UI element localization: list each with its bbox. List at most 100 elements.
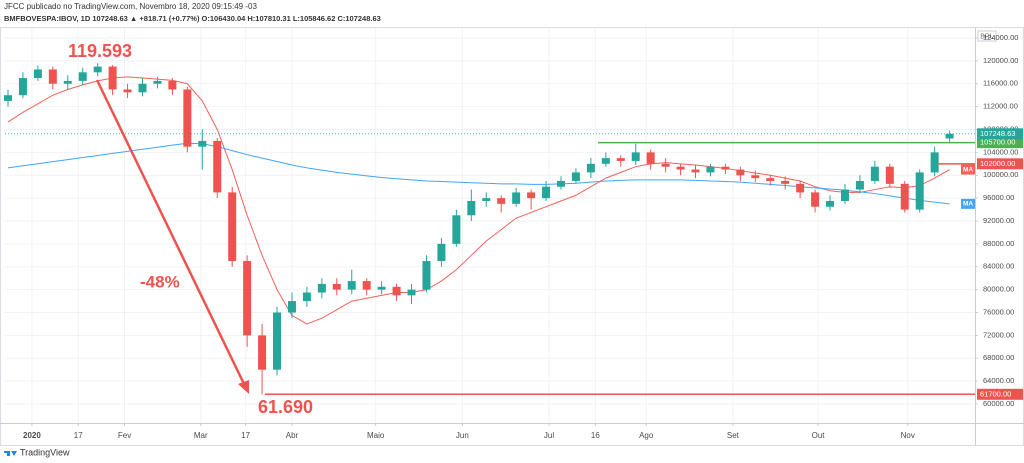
level-label-box [977,388,1023,400]
candle-body [601,158,610,164]
level-label: 61700.00 [980,389,1011,398]
annotation: 61.690 [258,397,313,417]
last-price-label: 107248.63 [980,129,1015,138]
y-tick-label: 76000.00 [983,307,1014,316]
candle-body [18,78,27,96]
candle-body [527,192,536,199]
candle-body [542,186,551,199]
candle-body [422,261,431,290]
candle-body [198,140,207,147]
x-tick-label: Jul [544,431,554,440]
candle-body [228,192,237,262]
y-tick-label: 116000.00 [983,79,1018,88]
x-tick-label: Nov [901,431,915,440]
candle-body [885,166,894,184]
plot [3,63,975,395]
candle-body [258,335,267,370]
x-tick-label: Out [812,431,826,440]
candle-body [661,163,670,167]
candle-body [407,289,416,296]
ma-tag-box [961,198,975,209]
candle-body [123,89,132,93]
y-tick-label: 64000.00 [983,376,1014,385]
x-tick-label: 2020 [23,431,41,440]
x-tick-label: Mar [194,431,208,440]
candle-body [377,286,386,290]
y-tick-label: 84000.00 [983,262,1014,271]
publisher: JFCC publicado no TradingView.com, Novem… [4,2,257,11]
y-tick-label: 104000.00 [983,147,1018,156]
candle-body [108,66,117,90]
x-tick-label: Fev [118,431,131,440]
candle-body [840,189,849,201]
candle-body [63,80,72,84]
candle-body [392,286,401,296]
candle-body [706,166,715,173]
moving-average [7,76,950,325]
candle-body [571,172,580,181]
candle-body [691,169,700,173]
x-tick-label: Set [727,431,740,440]
y-tick-label: 88000.00 [983,239,1014,248]
candle-body [437,243,446,262]
candle-body [616,158,625,161]
y-tick-label: 96000.00 [983,193,1014,202]
footer: TradingView [20,447,70,457]
candle-body [138,83,147,93]
y-tick-label: 112000.00 [983,102,1018,111]
candle-body [153,80,162,84]
level-label: 102000.00 [980,159,1015,168]
candle-body [3,95,12,101]
level-label-box [977,137,1023,149]
candle-body [78,72,87,81]
y-tick-label: 60000.00 [983,399,1014,408]
candle-body [213,140,222,193]
y-tick-label: 100000.00 [983,170,1018,179]
candle-body [870,166,879,181]
candle-body [317,283,326,293]
candle-body [930,152,939,173]
level-label: 105700.00 [980,138,1015,147]
ma-tag-box [961,164,975,175]
last-price-box [977,128,1023,140]
candle-body [362,281,371,290]
candle-body [796,183,805,193]
candle-body [93,66,102,73]
x-tick-label: Jun [456,431,469,440]
level-label-box [977,158,1023,170]
candle-body [646,152,655,164]
y-tick-label: 92000.00 [983,216,1014,225]
annotation: -48% [140,272,180,291]
arrow-head [238,380,249,394]
y-tick-label: 124000.00 [983,33,1018,42]
candle-body [287,301,296,313]
candle-body [811,192,820,207]
candle-body [631,152,640,161]
x-tick-label: 16 [591,431,600,440]
candle-body [781,180,790,184]
candle-body [33,69,42,79]
grid [5,28,975,423]
arrow-line [95,79,247,387]
candle-body [945,133,954,139]
x-tick-label: Ago [639,431,654,440]
candle-body [855,180,864,190]
candle-body [347,281,356,290]
candle-body [736,169,745,176]
annotation: 119.593 [68,41,132,61]
currency: BRL [980,33,994,40]
candle-body [482,198,491,201]
moving-average [7,142,950,205]
candle-body [900,183,909,210]
candle-body [467,200,476,216]
candle-body [751,175,760,179]
x-tick-label: 17 [74,431,83,440]
x-tick-label: Abr [286,431,299,440]
y-tick-label: 120000.00 [983,56,1018,65]
candle-body [766,178,775,181]
candle-body [915,172,924,210]
ma-tag: MA [963,166,973,173]
x-tick-label: 17 [241,431,250,440]
footer-logo [4,451,17,456]
candle-body [586,163,595,173]
